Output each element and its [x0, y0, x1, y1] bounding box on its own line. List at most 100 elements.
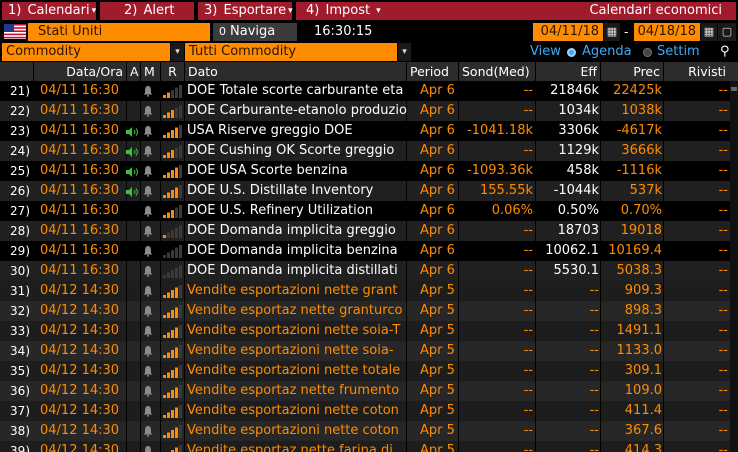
- row-event-name[interactable]: Vendite esportazioni nette grant: [187, 283, 398, 298]
- row-event-name[interactable]: Vendite esportaz nette granturco: [187, 303, 403, 318]
- scrollbar-thumb[interactable]: [731, 87, 737, 91]
- menu-calendari[interactable]: 1) Calendari ▾: [2, 2, 96, 20]
- view-settim-label[interactable]: Settim: [657, 44, 700, 59]
- notification-cell[interactable]: [140, 181, 158, 201]
- row-event-name[interactable]: Vendite esportaz nette frumento: [187, 383, 400, 398]
- table-row[interactable]: 35) 04/12 14:30 Vendite esportazioni nette…: [0, 361, 738, 381]
- chevron-down-icon[interactable]: ▾: [398, 43, 411, 61]
- table-row[interactable]: 34) 04/12 14:30 Vendite esportazioni nette…: [0, 341, 738, 361]
- table-row[interactable]: 24) 04/11 16:30 DOE Cushing OK Scorte greg…: [0, 141, 738, 161]
- notification-cell[interactable]: [140, 201, 158, 221]
- menu-esportare[interactable]: 3) Esportare ▾: [198, 2, 293, 20]
- date-to-field[interactable]: 04/18/18: [634, 23, 700, 41]
- notification-cell[interactable]: [140, 281, 158, 301]
- row-event-name[interactable]: DOE Domanda implicita benzina: [187, 243, 398, 258]
- row-event-name[interactable]: DOE Carburante-etanolo produzio: [187, 103, 407, 118]
- table-row[interactable]: 30) 04/11 16:30 DOE Domanda implicita dist…: [0, 261, 738, 281]
- row-event-name[interactable]: Vendite esportazioni nette coton: [187, 403, 399, 418]
- header-a[interactable]: A: [126, 62, 140, 81]
- header-r[interactable]: R: [160, 62, 184, 81]
- vertical-scrollbar[interactable]: [730, 81, 738, 452]
- person-search-icon[interactable]: ⚲: [720, 44, 730, 59]
- row-event-name[interactable]: DOE Domanda implicita distillati: [187, 263, 398, 278]
- notification-cell[interactable]: [140, 441, 158, 452]
- view-agenda-radio[interactable]: [567, 48, 576, 57]
- row-event-name[interactable]: DOE Totale scorte carburante eta: [187, 83, 404, 98]
- country-field[interactable]: Stati Uniti: [28, 23, 210, 41]
- row-event-name[interactable]: Vendite esportazioni nette soia-: [187, 343, 394, 358]
- table-row[interactable]: 29) 04/11 16:30 DOE Domanda implicita benz…: [0, 241, 738, 261]
- notification-cell[interactable]: [140, 221, 158, 241]
- header-eff[interactable]: Eff: [535, 62, 600, 81]
- notification-cell[interactable]: [140, 341, 158, 361]
- row-event-name[interactable]: DOE Domanda implicita greggio: [187, 223, 396, 238]
- alert-cell[interactable]: [126, 281, 140, 301]
- notification-cell[interactable]: [140, 121, 158, 141]
- chevron-down-icon[interactable]: ▾: [171, 43, 184, 61]
- view-agenda-label[interactable]: Agenda: [582, 44, 632, 59]
- row-event-name[interactable]: Vendite esportaz nette farina di: [187, 443, 393, 452]
- notification-cell[interactable]: [140, 141, 158, 161]
- alert-cell[interactable]: [126, 161, 140, 181]
- header-rivisti[interactable]: Rivisti: [663, 62, 729, 81]
- table-row[interactable]: 25) 04/11 16:30 DOE USA Scorte benzina Apr …: [0, 161, 738, 181]
- view-settim-radio[interactable]: [643, 48, 652, 57]
- notification-cell[interactable]: [140, 421, 158, 441]
- table-row[interactable]: 33) 04/12 14:30 Vendite esportazioni nette…: [0, 321, 738, 341]
- header-m[interactable]: M: [140, 62, 160, 81]
- expand-icon[interactable]: ▢: [718, 23, 736, 41]
- alert-cell[interactable]: [126, 141, 140, 161]
- alert-cell[interactable]: [126, 221, 140, 241]
- table-row[interactable]: 39) 04/12 14:30 Vendite esportaz nette far…: [0, 441, 738, 452]
- table-row[interactable]: 27) 04/11 16:30 DOE U.S. Refinery Utilizat…: [0, 201, 738, 221]
- table-row[interactable]: 22) 04/11 16:30 DOE Carburante-etanolo pro…: [0, 101, 738, 121]
- row-event-name[interactable]: DOE U.S. Distillate Inventory: [187, 183, 374, 198]
- alert-cell[interactable]: [126, 301, 140, 321]
- notification-cell[interactable]: [140, 381, 158, 401]
- alert-cell[interactable]: [126, 261, 140, 281]
- date-from-field[interactable]: 04/11/18: [533, 23, 603, 41]
- notification-cell[interactable]: [140, 321, 158, 341]
- row-event-name[interactable]: Vendite esportazioni nette coton: [187, 423, 399, 438]
- header-period[interactable]: Period: [406, 62, 458, 81]
- subcategory-select[interactable]: Tutti Commodity: [185, 43, 397, 61]
- alert-cell[interactable]: [126, 101, 140, 121]
- calendar-icon[interactable]: ▦: [604, 23, 620, 41]
- table-row[interactable]: 36) 04/12 14:30 Vendite esportaz nette fru…: [0, 381, 738, 401]
- alert-cell[interactable]: [126, 381, 140, 401]
- row-event-name[interactable]: DOE U.S. Refinery Utilization: [187, 203, 373, 218]
- category-select[interactable]: Commodity: [2, 43, 170, 61]
- alert-cell[interactable]: [126, 321, 140, 341]
- row-event-name[interactable]: DOE USA Scorte benzina: [187, 163, 348, 178]
- table-row[interactable]: 31) 04/12 14:30 Vendite esportazioni nette…: [0, 281, 738, 301]
- alert-cell[interactable]: [126, 401, 140, 421]
- notification-cell[interactable]: [140, 241, 158, 261]
- alert-cell[interactable]: [126, 121, 140, 141]
- row-event-name[interactable]: Vendite esportazioni nette totale: [187, 363, 401, 378]
- header-sond[interactable]: Sond(Med): [458, 62, 535, 81]
- menu-impost[interactable]: 4) Impost ▾: [296, 2, 388, 20]
- table-row[interactable]: 23) 04/11 16:30 USA Riserve greggio DOE Apr…: [0, 121, 738, 141]
- table-row[interactable]: 28) 04/11 16:30 DOE Domanda implicita greg…: [0, 221, 738, 241]
- notification-cell[interactable]: [140, 261, 158, 281]
- table-row[interactable]: 37) 04/12 14:30 Vendite esportazioni nette…: [0, 401, 738, 421]
- notification-cell[interactable]: [140, 81, 158, 101]
- row-event-name[interactable]: Vendite esportazioni nette soia-T: [187, 323, 401, 338]
- row-event-name[interactable]: USA Riserve greggio DOE: [187, 123, 353, 138]
- header-date[interactable]: Data/Ora: [33, 62, 126, 81]
- notification-cell[interactable]: [140, 301, 158, 321]
- alert-cell[interactable]: [126, 361, 140, 381]
- naviga-button[interactable]: 0 Naviga: [213, 23, 297, 41]
- alert-cell[interactable]: [126, 241, 140, 261]
- menu-alert[interactable]: 2) Alert: [100, 2, 194, 20]
- alert-cell[interactable]: [126, 81, 140, 101]
- table-row[interactable]: 26) 04/11 16:30 DOE U.S. Distillate Invent…: [0, 181, 738, 201]
- alert-cell[interactable]: [126, 441, 140, 452]
- alert-cell[interactable]: [126, 341, 140, 361]
- table-row[interactable]: 32) 04/12 14:30 Vendite esportaz nette gra…: [0, 301, 738, 321]
- notification-cell[interactable]: [140, 161, 158, 181]
- calendar-icon[interactable]: ▦: [701, 23, 717, 41]
- alert-cell[interactable]: [126, 421, 140, 441]
- table-row[interactable]: 21) 04/11 16:30 DOE Totale scorte carburan…: [0, 81, 738, 101]
- header-dato[interactable]: Dato: [184, 62, 406, 81]
